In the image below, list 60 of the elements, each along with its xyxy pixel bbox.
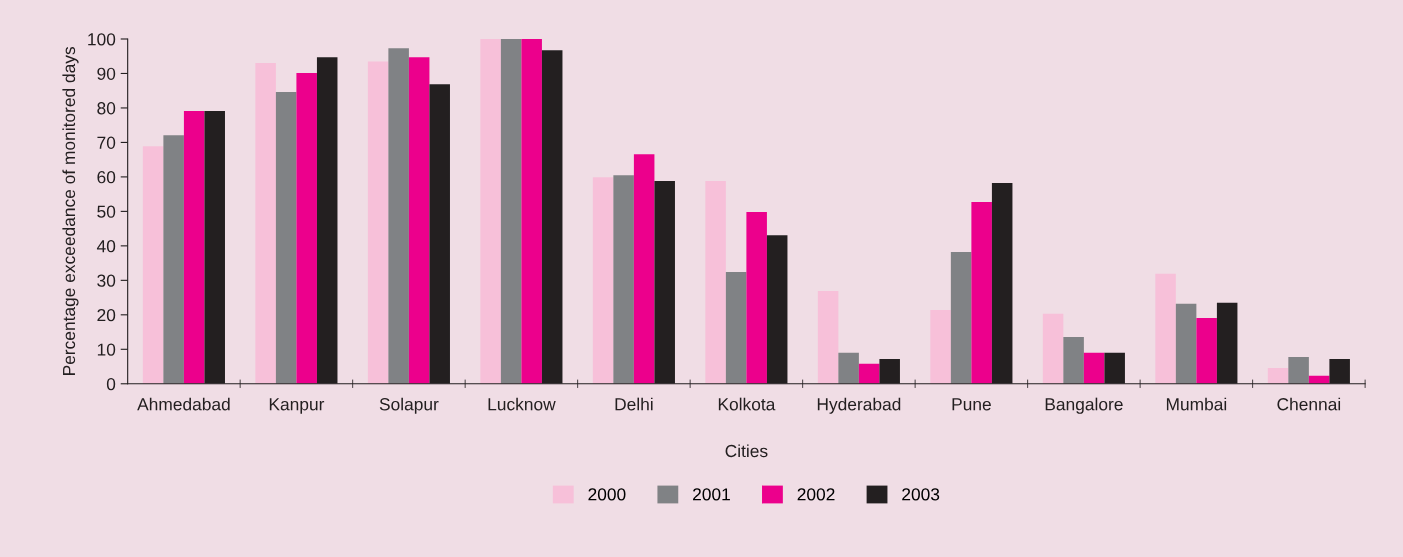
bar xyxy=(296,73,317,384)
bar xyxy=(500,38,522,384)
y-axis-title: Percentage exceedance of monitored days xyxy=(62,46,79,375)
y-tick-label: 20 xyxy=(97,308,116,322)
x-tick-label: Bangalore xyxy=(1045,397,1123,414)
bar xyxy=(971,202,992,384)
bar xyxy=(1267,367,1289,384)
x-tick-label: Kanpur xyxy=(269,398,325,414)
y-tick-label: 10 xyxy=(97,343,116,356)
y-tick-label: 30 xyxy=(97,274,116,287)
x-axis-title: Cities xyxy=(725,444,768,458)
bar xyxy=(388,48,409,384)
x-tick-label: Lucknow xyxy=(488,397,556,411)
bar xyxy=(592,177,614,384)
bar xyxy=(367,61,389,384)
x-tick-label: Hyderabad xyxy=(817,397,901,414)
x-tick-label: Delhi xyxy=(615,397,653,411)
legend-label: 2000 xyxy=(588,488,626,501)
x-tick-label: Ahmedabad xyxy=(137,397,230,411)
bar xyxy=(1063,336,1084,384)
bar xyxy=(1042,313,1064,384)
bar xyxy=(408,57,430,384)
x-tick-label: Pune xyxy=(952,398,991,411)
bar xyxy=(1083,352,1105,384)
y-tick-label: 90 xyxy=(97,67,116,80)
bar xyxy=(1155,273,1176,384)
legend-label: 2001 xyxy=(693,488,730,501)
bar xyxy=(633,154,655,384)
y-tick-label: 50 xyxy=(97,205,116,218)
y-tick-label: 100 xyxy=(88,33,116,46)
legend-label: 2002 xyxy=(797,488,835,501)
y-tick-label: 80 xyxy=(97,102,116,115)
bar xyxy=(163,135,184,384)
x-tick-label: Solapur xyxy=(379,397,439,414)
bar xyxy=(521,38,542,384)
bar xyxy=(183,111,205,384)
bar xyxy=(1288,356,1309,384)
bar xyxy=(930,309,951,384)
bar xyxy=(1175,303,1197,384)
bar xyxy=(817,291,839,384)
legend-label: 2003 xyxy=(902,488,940,501)
bar xyxy=(255,63,276,384)
y-tick-label: 60 xyxy=(97,171,116,184)
bar xyxy=(613,175,634,384)
y-tick-label: 0 xyxy=(106,377,116,391)
bar xyxy=(858,363,880,384)
bar xyxy=(838,352,859,384)
bar xyxy=(705,181,726,384)
bar xyxy=(142,146,164,384)
x-tick-label: Mumbai xyxy=(1166,397,1227,411)
y-tick-label: 40 xyxy=(96,240,116,253)
y-tick-label: 70 xyxy=(97,136,116,149)
x-tick-label: Kolkota xyxy=(718,397,776,411)
bar xyxy=(950,252,972,384)
bar xyxy=(480,38,501,384)
bar xyxy=(1196,317,1217,384)
x-tick-label: Chennai xyxy=(1277,397,1341,411)
bar xyxy=(275,92,297,384)
bar xyxy=(746,212,767,384)
bar xyxy=(725,272,747,384)
